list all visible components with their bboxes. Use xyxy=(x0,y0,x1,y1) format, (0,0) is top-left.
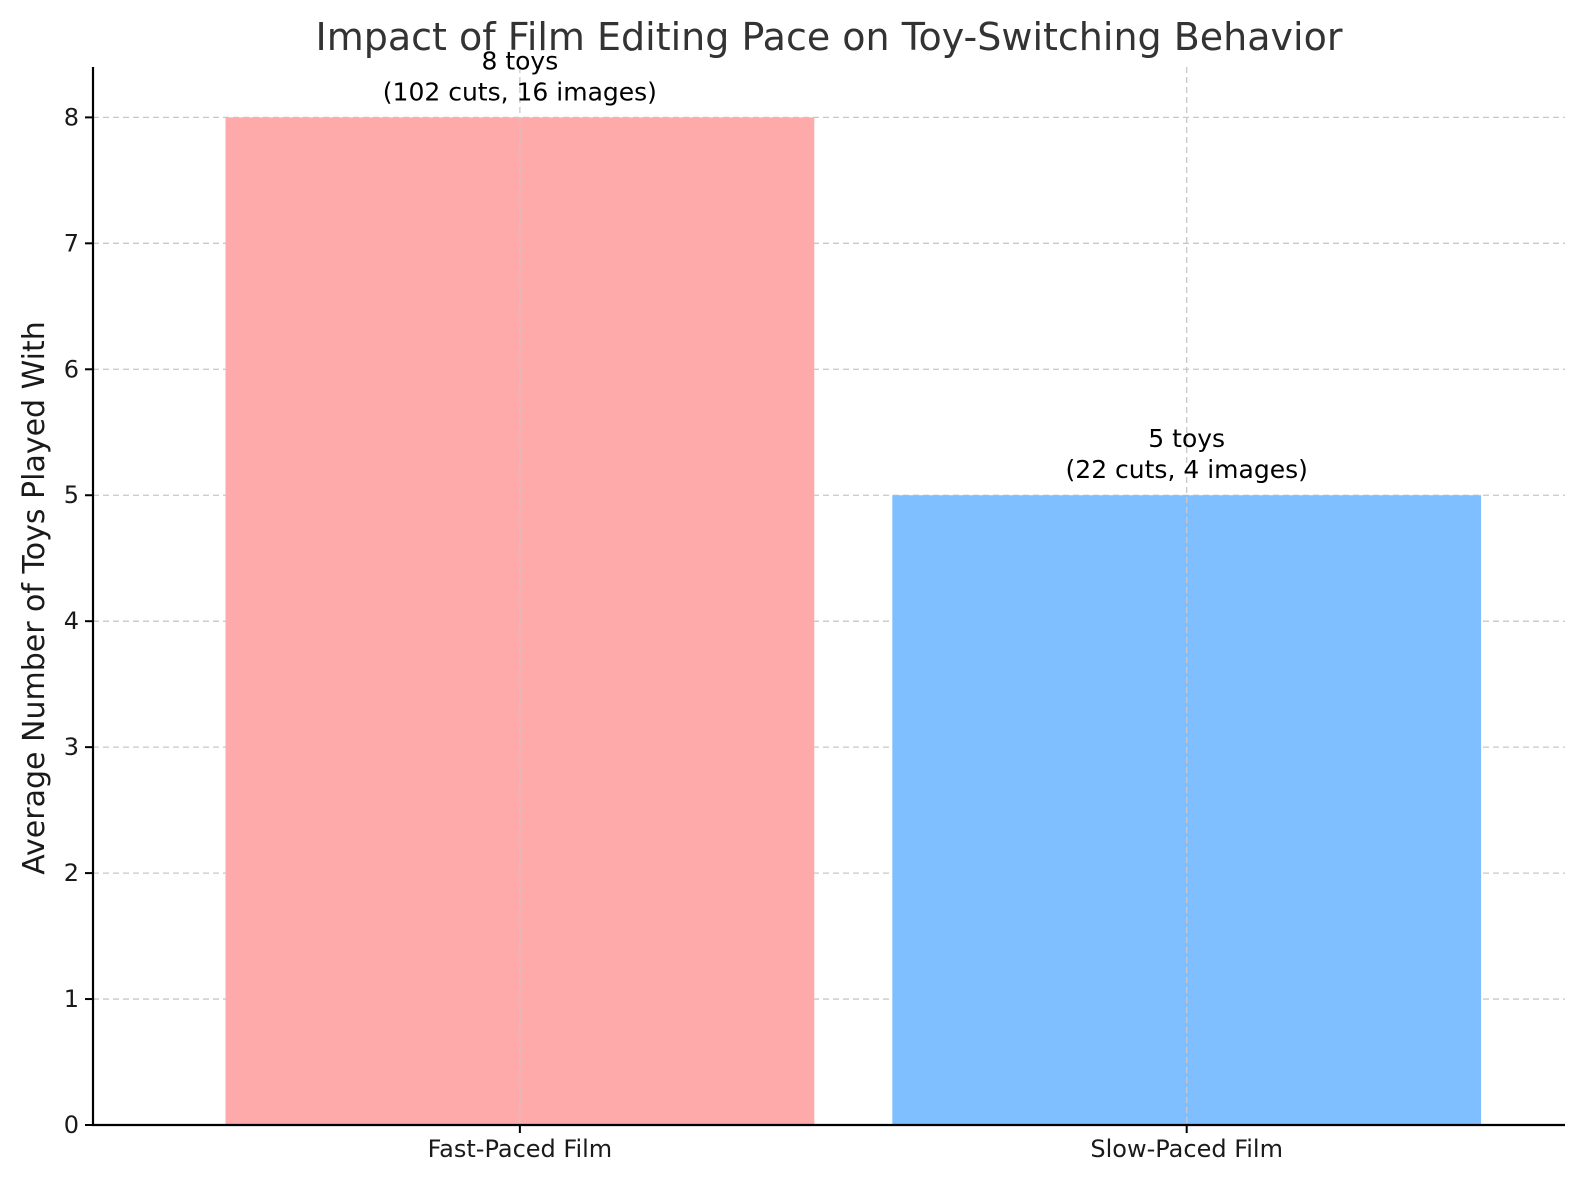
bar-data-label: (102 cuts, 16 images) xyxy=(383,77,657,106)
x-tick-label: Slow-Paced Film xyxy=(1090,1135,1283,1163)
ticks: 0 1 2 3 4 5 6 7 8 Fast-Paced Film Slow-Paced Film xyxy=(64,103,1283,1163)
y-tick-label: 6 xyxy=(64,355,79,383)
chart-title: Impact of Film Editing Pace on Toy-Switc… xyxy=(316,15,1343,59)
y-tick-label: 5 xyxy=(64,481,79,509)
bar-data-label: 5 toys xyxy=(1148,424,1225,453)
bar-data-label: 8 toys xyxy=(481,46,558,75)
y-tick-label: 2 xyxy=(64,859,79,887)
y-tick-label: 8 xyxy=(64,103,79,131)
data-labels: 8 toys(102 cuts, 16 images) 5 toys(22 cut… xyxy=(383,46,1308,1125)
y-tick-label: 1 xyxy=(64,985,79,1013)
y-tick-label: 7 xyxy=(64,229,79,257)
y-tick-label: 3 xyxy=(64,733,79,761)
y-tick-label: 0 xyxy=(64,1111,79,1139)
y-axis-label: Average Number of Toys Played With xyxy=(17,321,52,874)
bar-data-label: (22 cuts, 4 images) xyxy=(1066,455,1308,484)
y-tick-label: 4 xyxy=(64,607,79,635)
x-tick-label: Fast-Paced Film xyxy=(428,1135,613,1163)
